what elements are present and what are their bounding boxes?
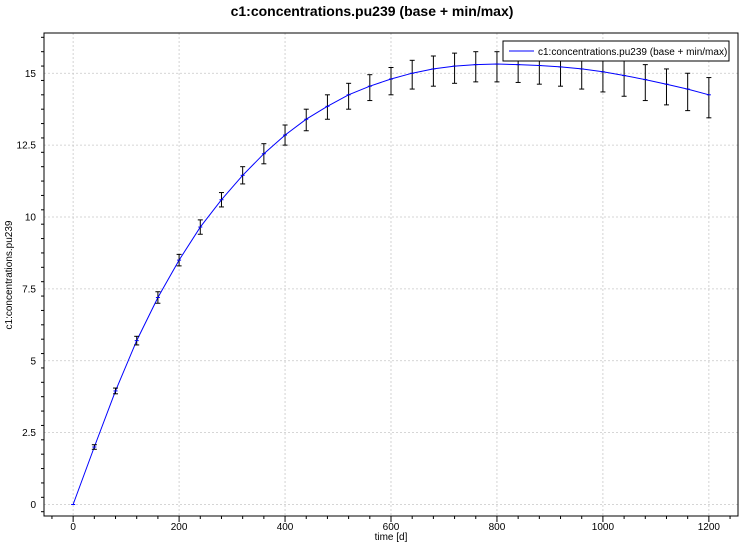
- x-tick-label: 200: [171, 522, 188, 533]
- x-tick-label: 400: [277, 522, 294, 533]
- y-tick-label: 7.5: [22, 284, 36, 295]
- chart-title: c1:concentrations.pu239 (base + min/max): [231, 3, 514, 19]
- y-axis-label: c1:concentrations.pu239: [4, 220, 15, 329]
- legend: c1:concentrations.pu239 (base + min/max): [502, 40, 730, 62]
- x-axis: 0 200 400 600 800 1000 1200: [51, 516, 731, 533]
- y-tick-label: 2.5: [22, 428, 36, 439]
- x-tick-label: 1200: [698, 522, 721, 533]
- y-tick-label: 0: [30, 500, 36, 511]
- x-axis-label: time [d]: [375, 532, 408, 543]
- x-tick-label: 1000: [592, 522, 615, 533]
- x-tick-label: 600: [383, 522, 400, 533]
- y-tick-label: 12.5: [17, 141, 37, 152]
- y-tick-label: 15: [25, 69, 37, 80]
- x-tick-label: 800: [489, 522, 506, 533]
- y-axis: 0 2.5 5 7.5 10 12.5 15: [17, 36, 44, 513]
- legend-label: c1:concentrations.pu239 (base + min/max): [538, 47, 727, 58]
- grid: [44, 33, 738, 516]
- legend-box: [502, 40, 730, 62]
- y-tick-label: 10: [25, 213, 37, 224]
- y-tick-label: 5: [30, 356, 36, 367]
- x-tick-label: 0: [70, 522, 76, 533]
